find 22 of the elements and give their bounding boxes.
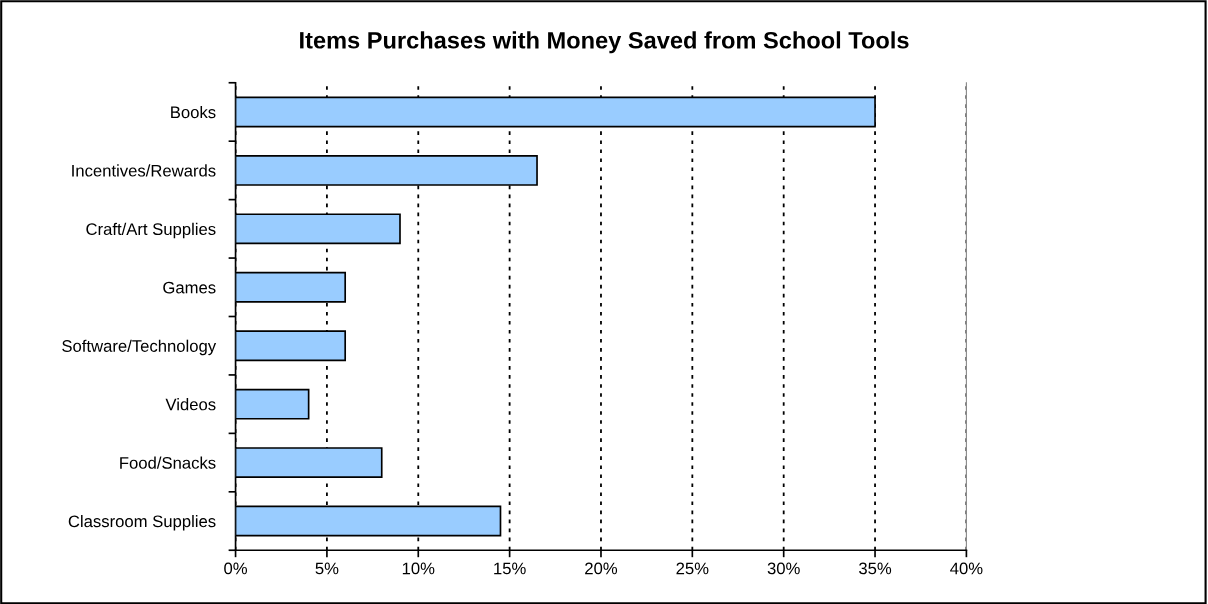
bar: [235, 213, 401, 245]
y-tick-label: Classroom Supplies: [68, 514, 216, 531]
x-tick-label: 25%: [676, 562, 709, 575]
y-tick-label: Incentives/Rewards: [72, 164, 216, 177]
x-tick-label: 5%: [315, 562, 339, 575]
x-tick-label: 30%: [767, 562, 800, 575]
bar: [235, 330, 347, 362]
y-tick-label: Games: [163, 281, 216, 294]
x-tick-label: 20%: [585, 562, 618, 575]
y-tick-label: Books: [171, 105, 216, 119]
x-tick-label: 40%: [950, 562, 983, 575]
x-tick-label: 10%: [402, 562, 435, 575]
x-tick-label: 35%: [859, 562, 892, 575]
y-tick-label: Software/Technology: [62, 339, 217, 356]
y-tick-label: Videos: [165, 398, 216, 411]
bar: [235, 388, 310, 420]
y-tick-label: Craft/Art Supplies: [86, 222, 216, 239]
chart-title: Items Purchases with Money Saved from School Tools: [300, 31, 909, 54]
x-tick-label: 0%: [224, 562, 248, 575]
bar: [235, 447, 383, 479]
x-tick-label: 15%: [494, 562, 526, 575]
y-tick-label: Food/Snacks: [120, 456, 216, 469]
